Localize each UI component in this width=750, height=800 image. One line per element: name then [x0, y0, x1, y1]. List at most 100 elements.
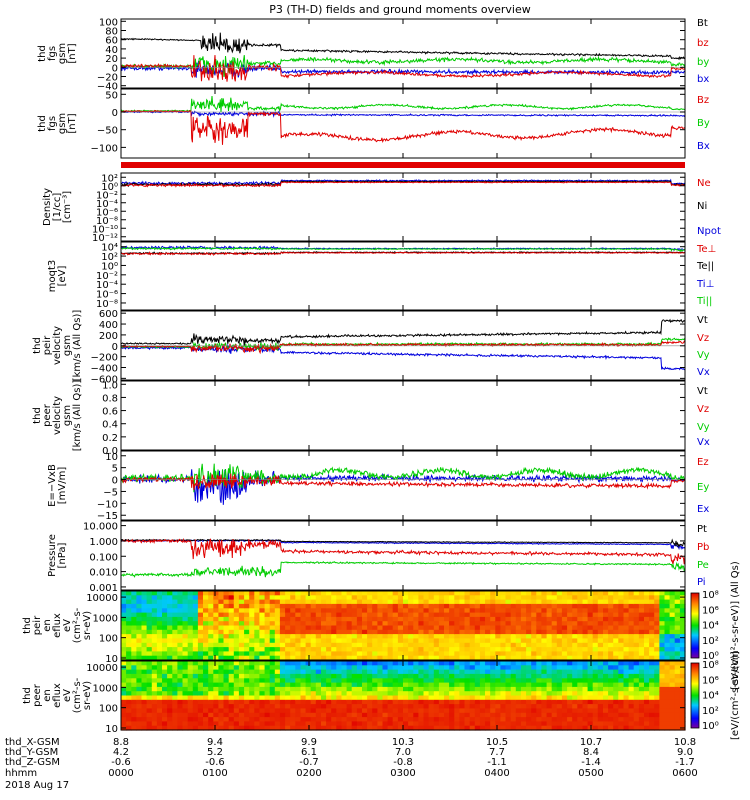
electron-spectrogram-cell — [654, 665, 660, 671]
ion-spectrogram-cell — [505, 629, 512, 635]
ion-spectrogram-cell — [269, 595, 276, 601]
electron-spectrogram-cell — [664, 721, 671, 727]
ion-spectrogram-cell — [372, 638, 378, 644]
electron-spectrogram-cell — [433, 665, 440, 671]
ion-spectrogram-cell — [531, 616, 537, 622]
electron-spectrogram-cell — [608, 686, 614, 692]
ion-spectrogram-cell — [223, 655, 230, 661]
electron-spectrogram-cell — [233, 678, 240, 684]
ion-spectrogram-cell — [490, 612, 496, 618]
electron-spectrogram-cell — [126, 725, 132, 731]
electron-spectrogram-cell — [505, 665, 512, 671]
ion-spectrogram-cell — [633, 599, 640, 605]
ion-spectrogram-cell — [321, 603, 327, 609]
electron-spectrogram-cell — [633, 665, 640, 671]
ion-spectrogram-cell — [582, 621, 589, 627]
ion-spectrogram-cell — [623, 608, 630, 614]
ion-spectrogram-cell — [408, 647, 414, 652]
electron-spectrogram-cell — [556, 682, 563, 688]
ion-spectrogram-cell — [644, 608, 650, 614]
ion-spectrogram-cell — [392, 625, 399, 631]
electron-spectrogram-cell — [285, 665, 291, 671]
ion-spectrogram-cell — [167, 603, 173, 609]
electron-spectrogram-cell — [182, 712, 189, 718]
ion-spectrogram-cell — [403, 642, 409, 648]
electron-spectrogram-cell — [679, 673, 686, 679]
ion-spectrogram-cell — [182, 595, 189, 601]
electron-spectrogram-cell — [659, 708, 666, 714]
ion-spectrogram-cell — [495, 647, 501, 652]
ion-spectrogram-cell — [418, 642, 425, 648]
electron-spectrogram-cell — [438, 725, 445, 731]
electron-spectrogram-cell — [664, 682, 671, 688]
electron-spectrogram-cell — [136, 678, 143, 684]
ion-spectrogram-cell — [649, 608, 655, 614]
ion-spectrogram-cell — [608, 595, 614, 601]
ion-spectrogram-cell — [526, 638, 532, 644]
electron-spectrogram-cell — [654, 708, 660, 714]
electron-spectrogram-cell — [623, 708, 630, 714]
electron-spectrogram-cell — [644, 686, 650, 692]
electron-spectrogram-cell — [218, 678, 225, 684]
electron-spectrogram-cell — [561, 704, 568, 709]
ion-spectrogram-cell — [669, 655, 676, 661]
electron-spectrogram-cell — [264, 725, 271, 731]
ion-spectrogram-cell — [146, 651, 153, 657]
electron-spectrogram-cell — [413, 704, 419, 709]
y-tick-label: 0 — [112, 108, 118, 119]
ion-spectrogram-cell — [679, 651, 686, 657]
ion-spectrogram-cell — [121, 608, 127, 614]
electron-spectrogram-cell — [346, 721, 353, 727]
electron-spectrogram-cell — [531, 669, 537, 675]
electron-spectrogram-cell — [587, 704, 594, 709]
ion-spectrogram-cell — [279, 599, 286, 605]
ion-spectrogram-cell — [674, 647, 681, 652]
electron-spectrogram-cell — [197, 717, 204, 722]
electron-spectrogram-cell — [541, 712, 548, 718]
ion-spectrogram-cell — [326, 616, 332, 622]
electron-spectrogram-cell — [418, 665, 425, 671]
ion-spectrogram-cell — [218, 612, 225, 618]
ion-spectrogram-cell — [418, 591, 425, 596]
ion-spectrogram-cell — [315, 651, 322, 657]
ion-spectrogram-cell — [623, 651, 630, 657]
electron-spectrogram-cell — [121, 678, 127, 684]
ion-spectrogram-cell — [505, 655, 512, 661]
ion-spectrogram-cell — [664, 655, 671, 661]
ion-spectrogram-cell — [295, 625, 301, 631]
ion-spectrogram-cell — [556, 634, 563, 639]
ion-spectrogram-cell — [177, 612, 184, 618]
electron-spectrogram-cell — [367, 678, 373, 684]
ion-spectrogram-cell — [151, 595, 158, 601]
electron-spectrogram-cell — [131, 695, 137, 701]
ion-spectrogram-cell — [238, 595, 245, 601]
electron-spectrogram-cell — [233, 665, 240, 671]
ion-spectrogram-cell — [623, 591, 630, 596]
ion-spectrogram-cell — [408, 595, 414, 601]
ion-spectrogram-cell — [469, 625, 476, 631]
ion-spectrogram-cell — [141, 625, 148, 631]
electron-spectrogram-cell — [156, 691, 163, 697]
electron-spectrogram-cell — [336, 699, 342, 705]
ion-spectrogram-cell — [192, 634, 199, 639]
electron-spectrogram-cell — [628, 678, 635, 684]
ion-spectrogram-cell — [228, 591, 235, 596]
ion-spectrogram-cell — [479, 595, 486, 601]
x-tick-label: 0500 — [578, 768, 603, 779]
ion-spectrogram-cell — [638, 651, 645, 657]
ion-spectrogram-cell — [454, 595, 460, 601]
ion-spectrogram-cell — [192, 616, 199, 622]
electron-spectrogram-cell — [223, 691, 230, 697]
ion-spectrogram-cell — [315, 655, 322, 661]
electron-spectrogram-cell — [679, 678, 686, 684]
ion-spectrogram-cell — [259, 651, 266, 657]
electron-spectrogram-cell — [592, 686, 599, 692]
electron-spectrogram-cell — [387, 686, 394, 692]
ion-spectrogram-cell — [326, 612, 332, 618]
ion-spectrogram-cell — [444, 599, 450, 605]
ion-spectrogram-cell — [315, 599, 322, 605]
y-tick-label: 1000 — [93, 613, 118, 624]
legend-label: Vx — [697, 437, 710, 448]
ion-spectrogram-cell — [679, 612, 686, 618]
ion-spectrogram-cell — [469, 647, 476, 652]
